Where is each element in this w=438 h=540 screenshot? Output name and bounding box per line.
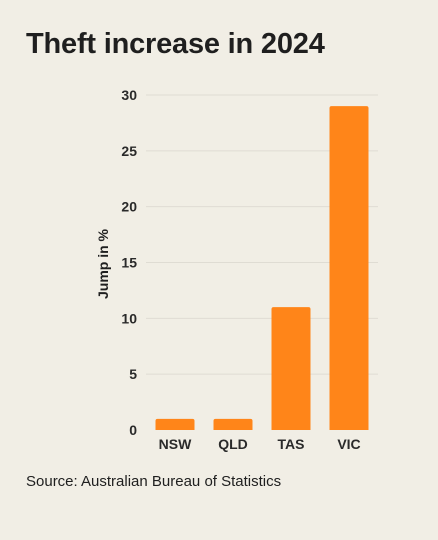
y-tick-label: 15 xyxy=(121,255,137,271)
bar-qld xyxy=(213,418,253,430)
y-tick-label: 30 xyxy=(121,87,137,103)
bars xyxy=(155,106,369,431)
bar-vic xyxy=(329,106,369,431)
bar-tas xyxy=(271,307,311,430)
y-axis-ticks: 0 5 10 15 20 25 30 xyxy=(121,87,137,438)
bar-nsw xyxy=(155,418,195,430)
chart-title: Theft increase in 2024 xyxy=(26,28,325,60)
x-tick-label: VIC xyxy=(337,436,360,452)
y-tick-label: 20 xyxy=(121,199,137,215)
x-axis-ticks: NSW QLD TAS VIC xyxy=(159,436,361,452)
source-note: Source: Australian Bureau of Statistics xyxy=(26,473,282,490)
gridlines xyxy=(146,94,378,375)
x-tick-label: QLD xyxy=(218,436,248,452)
y-tick-label: 5 xyxy=(129,366,137,382)
x-tick-label: TAS xyxy=(278,436,305,452)
y-tick-label: 10 xyxy=(121,310,137,326)
y-tick-label: 25 xyxy=(121,143,137,159)
y-axis-title: Jump in % xyxy=(95,228,111,299)
x-tick-label: NSW xyxy=(159,436,192,452)
y-tick-label: 0 xyxy=(129,422,137,438)
